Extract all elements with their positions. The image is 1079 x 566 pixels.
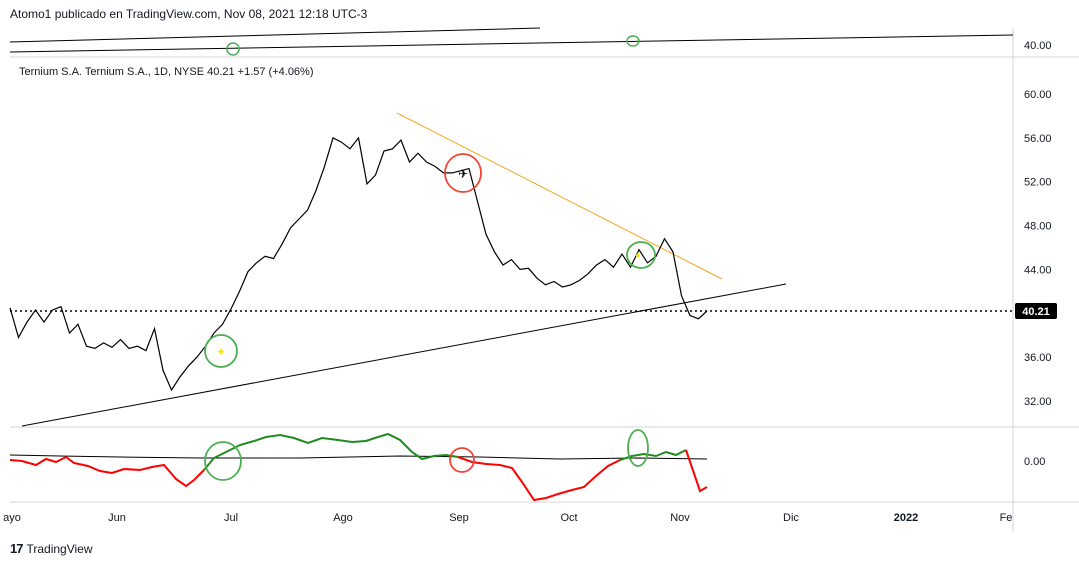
x-tick-label: Sep — [449, 512, 469, 524]
red-circle-sep — [444, 153, 482, 193]
last-price-tag: 40.21 — [1015, 302, 1057, 319]
oscillator-segment-down — [457, 456, 621, 502]
top-trendline-2 — [9, 34, 1014, 53]
oscillator-pane: 0.00 — [9, 429, 1045, 502]
oscillator-tick: 0.00 — [1024, 456, 1045, 468]
x-tick-label: Nov — [670, 512, 690, 524]
x-tick-label: ayo — [3, 512, 21, 524]
support-trendline — [21, 283, 787, 427]
resistance-trendline — [396, 112, 723, 280]
footer-brand[interactable]: TradingView — [26, 541, 93, 556]
green-circle-oct — [626, 241, 656, 269]
top-circle-2 — [626, 35, 640, 47]
oscillator-segment-down — [9, 455, 205, 488]
x-tick-label: Oct — [560, 512, 577, 524]
y-tick-label: 44.00 — [1024, 264, 1052, 276]
y-tick-label: 60.00 — [1024, 89, 1052, 101]
pane-borders — [10, 28, 1079, 532]
price-series-line — [9, 136, 708, 392]
oscillator-signal-line — [9, 454, 708, 460]
green-circle-osc-oct — [627, 429, 649, 467]
top-strip-tick: 40.00 — [1024, 40, 1052, 52]
footer: 17 TradingView — [10, 541, 93, 556]
red-circle-osc-sep — [449, 447, 475, 473]
price-pane: 60.0056.0052.0048.0044.0040.0036.0032.00… — [9, 89, 1057, 427]
y-tick-label: 32.00 — [1024, 396, 1052, 408]
chart-legend: Ternium S.A. Ternium S.A., 1D, NYSE 40.2… — [19, 66, 314, 78]
y-tick-label: 56.00 — [1024, 133, 1052, 145]
green-circle-osc-jul — [204, 441, 242, 481]
x-tick-label: Jul — [224, 512, 238, 524]
star-icon: ✦ — [634, 251, 642, 262]
time-axis: ayo Jun Jul Ago Sep Oct Nov Dic 2022 Fe — [3, 512, 1012, 524]
y-tick-label: 48.00 — [1024, 221, 1052, 233]
x-tick-label: Ago — [333, 512, 353, 524]
green-circle-jul — [204, 334, 238, 368]
x-tick-label: 2022 — [894, 512, 918, 524]
oscillator-segment-up — [619, 449, 687, 461]
oscillator-segment-down — [685, 449, 708, 493]
published-header: Atomo1 publicado en TradingView.com, Nov… — [10, 7, 368, 21]
tradingview-logo-icon: 17 — [10, 541, 24, 556]
top-circle-1 — [226, 42, 240, 56]
star-icon: ✦ — [216, 345, 226, 359]
x-tick-label: Dic — [783, 512, 799, 524]
y-tick-label: 36.00 — [1024, 352, 1052, 364]
top-trendline-1 — [9, 27, 541, 43]
x-tick-label: Fe — [1000, 512, 1013, 524]
x-tick-label: Jun — [108, 512, 126, 524]
last-price-value: 40.21 — [1022, 306, 1050, 318]
y-tick-label: 52.00 — [1024, 177, 1052, 189]
airplane-icon: ✈ — [458, 167, 468, 181]
oscillator-segment-up — [203, 432, 459, 471]
top-strip: 40.00 — [9, 27, 1052, 56]
